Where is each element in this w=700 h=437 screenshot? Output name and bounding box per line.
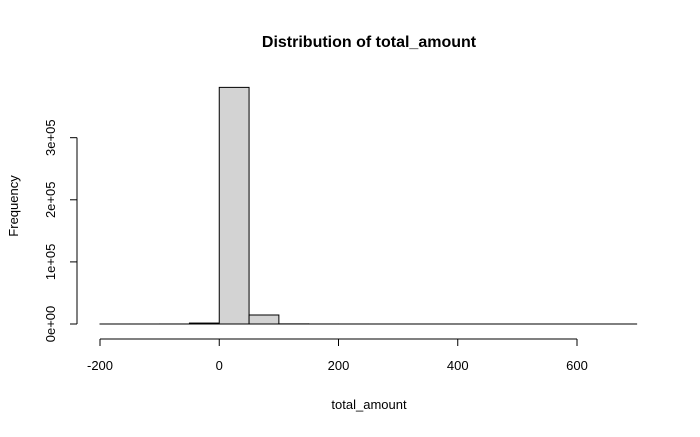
y-tick-label: 1e+05: [43, 244, 58, 281]
histogram-bar: [249, 315, 279, 324]
y-tick-label: 3e+05: [43, 119, 58, 156]
x-axis: -200 0 200 400 600: [87, 339, 588, 373]
chart-title: Distribution of total_amount: [262, 34, 477, 51]
histogram-bars: [100, 87, 637, 324]
x-tick-label: 200: [328, 358, 350, 373]
y-axis: 0e+00 1e+05 2e+05 3e+05: [43, 119, 77, 342]
y-axis-label: Frequency: [6, 175, 21, 237]
histogram-bar: [189, 323, 219, 324]
histogram-bar: [219, 87, 249, 324]
x-tick-label: 600: [566, 358, 588, 373]
x-tick-label: 400: [447, 358, 469, 373]
x-tick-label: -200: [87, 358, 113, 373]
x-axis-label: total_amount: [331, 397, 407, 412]
y-tick-label: 0e+00: [43, 306, 58, 343]
y-tick-label: 2e+05: [43, 182, 58, 219]
x-tick-label: 0: [216, 358, 223, 373]
